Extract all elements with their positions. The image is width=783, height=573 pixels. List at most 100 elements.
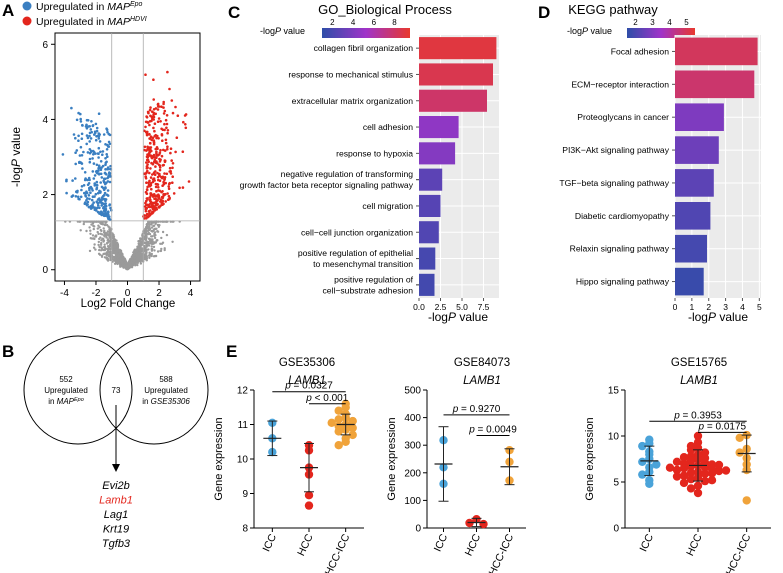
volcano-point-hdvi	[145, 216, 148, 220]
group-label: ICC	[432, 532, 451, 554]
volcano-point-hdvi	[156, 202, 159, 206]
volcano-point-ns	[156, 230, 160, 233]
volcano-point-hdvi	[171, 111, 175, 115]
volcano-point-hdvi	[155, 156, 158, 159]
volcano-point-hdvi	[149, 167, 152, 170]
volcano-point-hdvi	[152, 193, 156, 196]
volcano-point-ns	[115, 250, 119, 253]
colorbar-tick-label: 4	[351, 18, 356, 27]
volcano-point-hdvi	[149, 183, 153, 187]
volcano-point-epo	[94, 138, 98, 142]
volcano-point-hdvi	[147, 204, 151, 207]
volcano-point-hdvi	[165, 126, 168, 130]
volcano-point-epo	[74, 177, 77, 180]
volcano-point-ns	[100, 239, 103, 242]
volcano-point-hdvi	[169, 172, 173, 175]
volcano-point-ns	[154, 241, 157, 244]
volcano-point-hdvi	[149, 176, 153, 179]
volcano-point-ns	[165, 233, 169, 237]
volcano-point-epo	[92, 153, 95, 156]
data-point	[700, 469, 710, 478]
volcano-point-ns	[127, 265, 130, 268]
volcano-point-hdvi	[152, 98, 155, 101]
volcano-point-hdvi	[157, 173, 161, 176]
volcano-point-hdvi	[164, 138, 168, 142]
volcano-point-hdvi	[156, 103, 160, 106]
volcano-point-hdvi	[151, 136, 155, 140]
volcano-point-hdvi	[149, 209, 152, 212]
volcano-point-ns	[107, 225, 110, 228]
volcano-point-ns	[105, 223, 109, 227]
volcano-point-epo	[77, 134, 80, 138]
volcano-point-hdvi	[155, 153, 158, 157]
volcano-point-epo	[89, 150, 93, 153]
volcano-point-epo	[86, 178, 89, 182]
volcano-point-ns	[92, 246, 96, 249]
bar-label: collagen fibril organization	[314, 43, 414, 53]
venn-right-label-1: Upregulated	[144, 386, 188, 395]
volcano-point-hdvi	[163, 172, 166, 175]
p-value-label: p = 0.0175	[698, 421, 747, 432]
bar-label: TGF−beta signaling pathway	[559, 178, 669, 188]
volcano-point-epo	[89, 191, 92, 194]
kegg-colorbar-label: -logP value	[567, 26, 612, 36]
volcano-point-hdvi	[155, 150, 158, 153]
venn-diagram: 552 Upregulated in MAPEpo 73 588 Upregul…	[23, 335, 209, 550]
volcano-point-epo	[104, 211, 107, 215]
volcano-point-ns	[102, 245, 106, 249]
volcano-point-hdvi	[148, 137, 151, 140]
volcano-point-ns	[134, 262, 137, 265]
volcano-point-hdvi	[160, 176, 164, 180]
volcano-point-hdvi	[161, 139, 164, 142]
volcano-point-epo	[103, 207, 106, 211]
volcano-point-ns	[131, 262, 134, 265]
volcano-point-epo	[103, 209, 106, 213]
volcano-point-epo	[109, 164, 112, 168]
volcano-point-hdvi	[168, 170, 171, 173]
volcano-point-hdvi	[148, 120, 152, 123]
volcano-point-hdvi	[144, 125, 147, 129]
volcano-point-epo	[95, 184, 99, 187]
volcano-point-ns	[100, 229, 103, 233]
bar-label: to mesenchymal transition	[313, 259, 413, 269]
ylabel: Gene expression	[386, 417, 398, 500]
volcano-point-ns	[102, 248, 105, 252]
volcano-point-ns	[152, 228, 156, 231]
volcano-point-ns	[141, 247, 144, 250]
xtick-label: 2	[706, 302, 711, 312]
volcano-point-epo	[91, 170, 95, 173]
volcano-point-ns	[150, 229, 153, 233]
volcano-point-ns	[146, 240, 149, 243]
volcano-point-hdvi	[159, 120, 162, 123]
volcano-point-ns	[151, 239, 154, 243]
volcano-point-epo	[104, 202, 107, 205]
volcano-point-epo	[72, 133, 76, 136]
volcano-point-hdvi	[158, 164, 162, 167]
volcano-point-hdvi	[145, 188, 149, 191]
gene-title: LAMB1	[680, 375, 718, 387]
bar-label: response to hypoxia	[336, 148, 413, 158]
volcano-point-ns	[118, 262, 121, 265]
volcano-point-epo	[80, 137, 84, 140]
volcano-point-epo	[104, 168, 107, 171]
volcano-point-hdvi	[162, 106, 165, 109]
volcano-point-epo	[100, 176, 104, 179]
data-point	[679, 453, 689, 462]
volcano-point-ns	[145, 245, 148, 248]
volcano-point-hdvi	[174, 105, 177, 109]
volcano-point-hdvi	[163, 193, 166, 197]
volcano-point-ns	[121, 262, 124, 265]
xtick-label: 0.0	[413, 302, 425, 312]
volcano-point-epo	[96, 191, 100, 195]
volcano-point-epo	[74, 136, 77, 140]
volcano-point-ns	[128, 260, 131, 263]
volcano-point-epo	[89, 128, 93, 131]
data-point	[638, 470, 647, 479]
volcano-point-ns	[135, 257, 138, 261]
bar-label: ECM−receptor interaction	[571, 79, 669, 89]
volcano-point-hdvi	[147, 214, 151, 218]
volcano-point-epo	[91, 157, 94, 160]
bar	[419, 63, 493, 86]
ytick-label: 300	[404, 441, 421, 452]
volcano-point-hdvi	[161, 184, 164, 187]
